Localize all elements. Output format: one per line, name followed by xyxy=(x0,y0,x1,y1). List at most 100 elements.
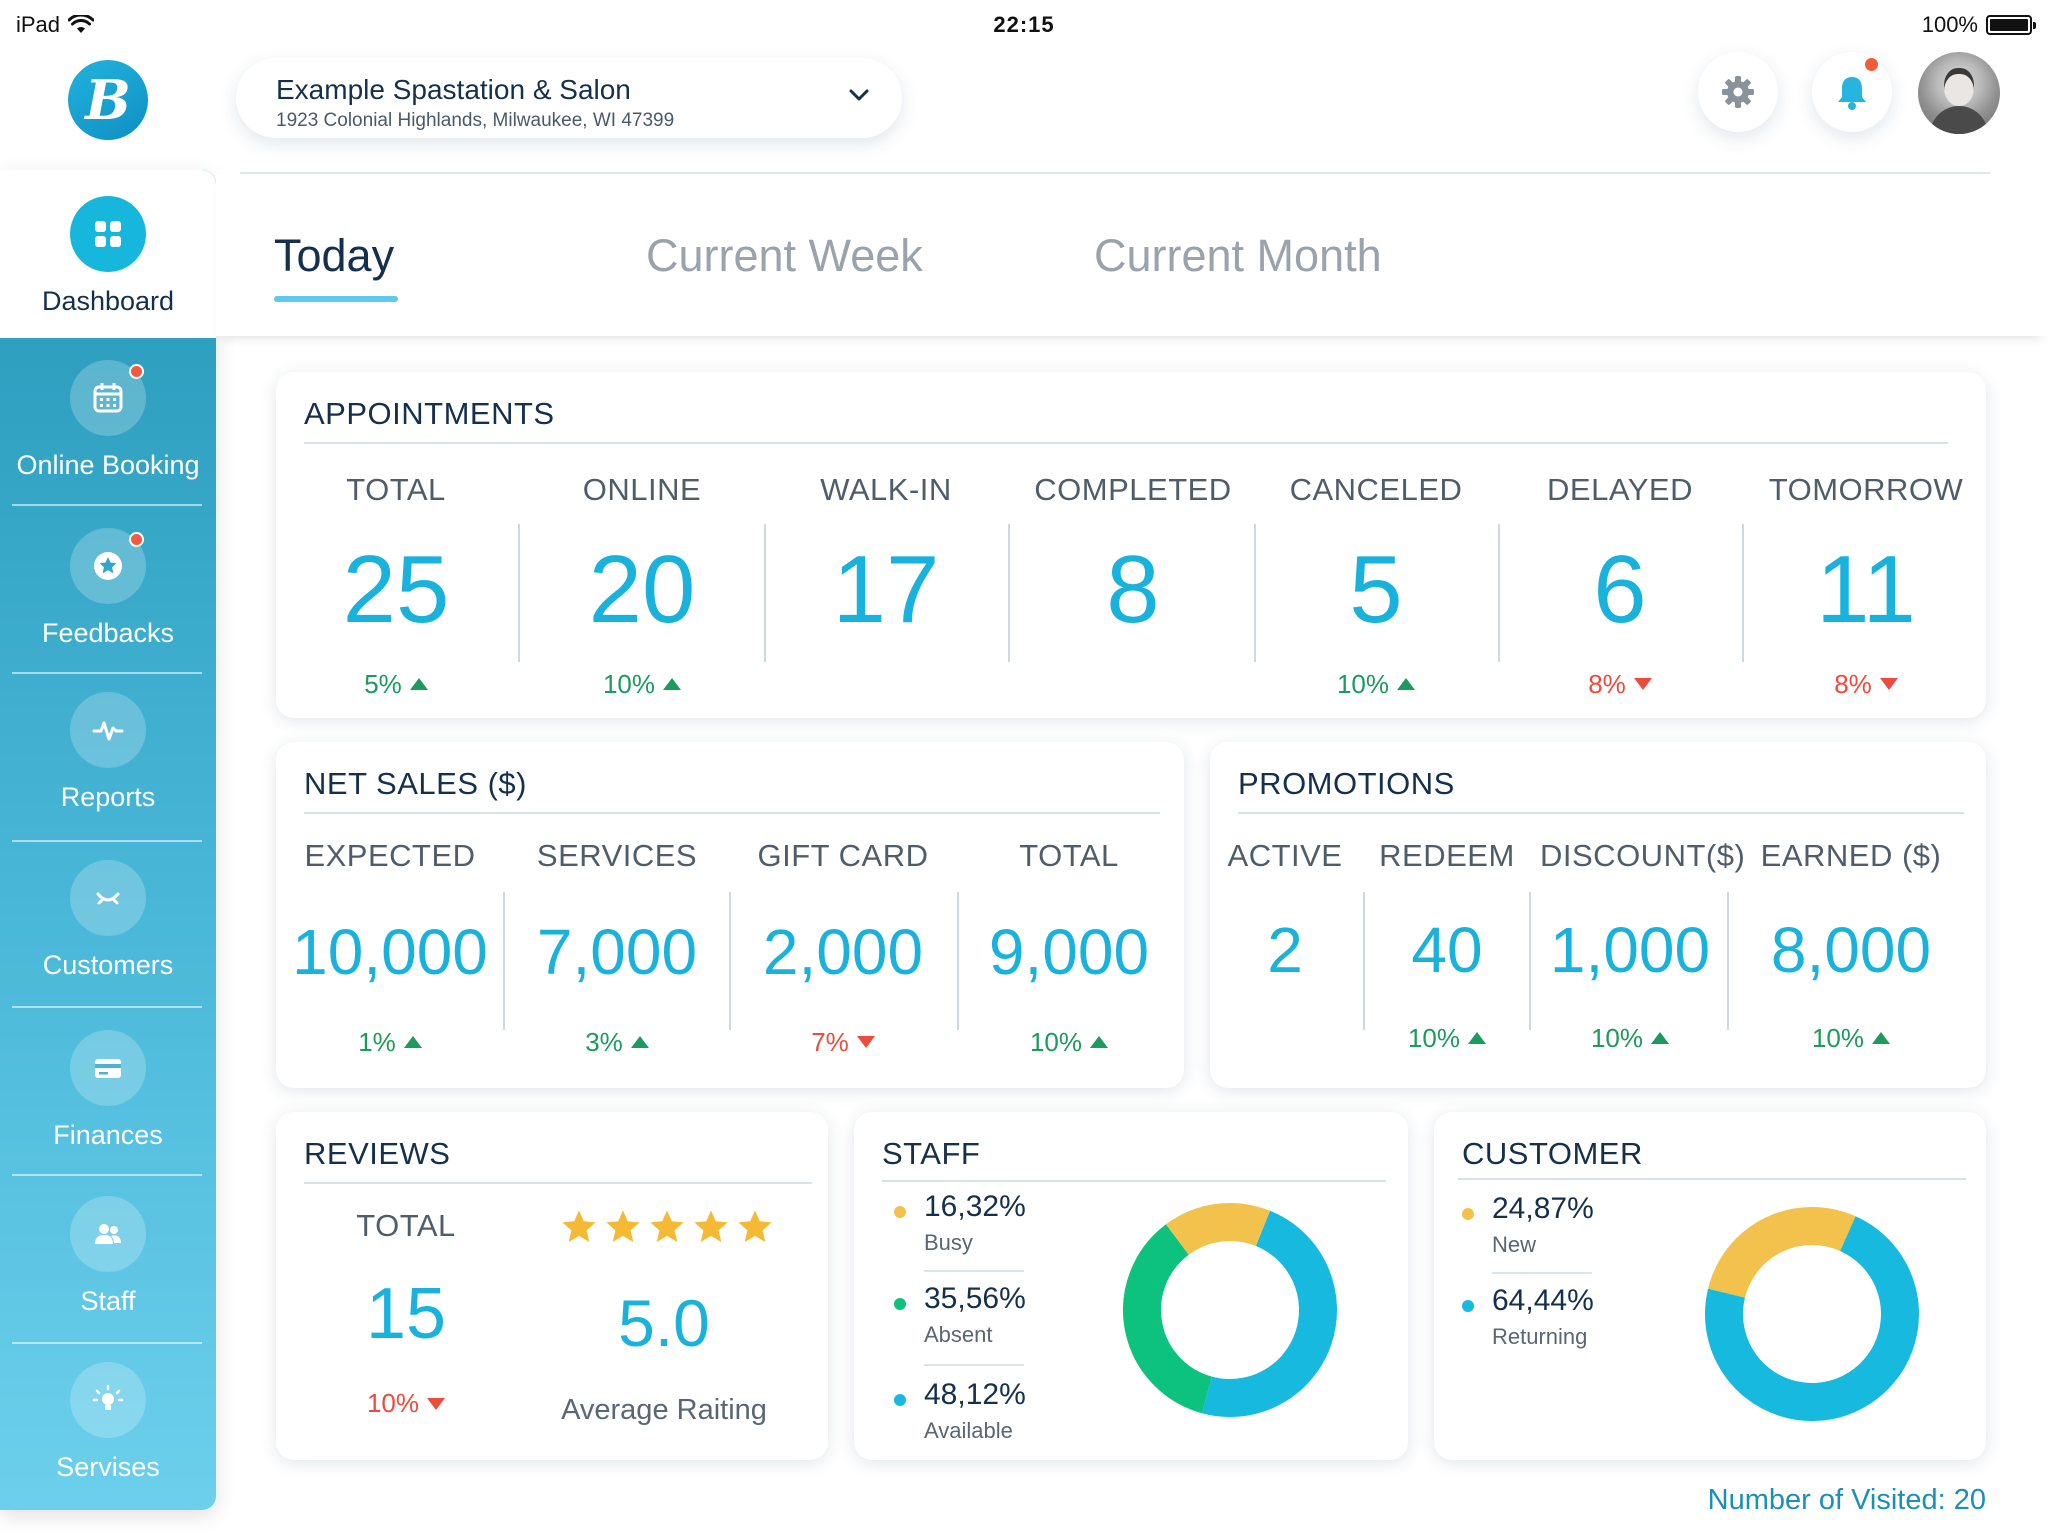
sidebar-item-customers[interactable]: Customers xyxy=(0,860,216,981)
people-icon xyxy=(70,1196,146,1272)
metric-canceled: CANCELED 5 10% xyxy=(1278,472,1474,700)
trend-up-icon xyxy=(403,1036,422,1048)
sidebar-item-label: Finances xyxy=(53,1120,163,1150)
metric-value: 11 xyxy=(1816,536,1916,643)
tab-active-indicator xyxy=(274,296,398,302)
trend-up-icon xyxy=(1468,1032,1487,1044)
legend-pct: 48,12% xyxy=(924,1378,1026,1411)
metric-value: 2 xyxy=(1267,914,1303,986)
metric-label: EARNED ($) xyxy=(1760,838,1942,873)
metric-active: ACTIVE 2 xyxy=(1220,838,1350,1059)
card-divider xyxy=(1238,812,1964,814)
change-value: 5% xyxy=(364,668,402,699)
rating-label: Average Raiting xyxy=(561,1394,767,1426)
sidebar-item-staff[interactable]: Staff xyxy=(0,1196,216,1317)
column-divider xyxy=(503,892,505,1030)
trend-up-icon xyxy=(1872,1032,1891,1044)
logo-letter: B xyxy=(85,68,131,132)
metric-label: SERVICES xyxy=(536,838,698,873)
metric-label: ONLINE xyxy=(582,472,702,507)
card-divider xyxy=(304,1182,812,1184)
battery-icon xyxy=(1986,15,2036,35)
metric-value: 20 xyxy=(588,536,696,643)
metric-value: 1,000 xyxy=(1549,914,1711,986)
status-bar: iPad 22:15 100% xyxy=(0,0,2048,48)
metric-value: 10,000 xyxy=(292,916,488,988)
legend-available: 48,12% Available xyxy=(924,1378,1026,1444)
change-value: 8% xyxy=(1588,668,1626,699)
sidebar-item-reports[interactable]: Reports xyxy=(0,692,216,813)
metric-change: 3% xyxy=(585,1026,649,1058)
bulb-icon xyxy=(70,1362,146,1438)
legend-dot xyxy=(1462,1300,1474,1312)
location-selector[interactable]: Example Spastation & Salon 1923 Colonial… xyxy=(236,58,902,138)
metric-change: 10% xyxy=(1591,1022,1670,1054)
app-logo[interactable]: B xyxy=(68,60,148,140)
legend-name: Returning xyxy=(1492,1324,1588,1349)
rating-value: 5.0 xyxy=(618,1286,710,1360)
reviews-rating: 5.0 Average Raiting xyxy=(534,1290,794,1427)
metric-change: 10% xyxy=(602,668,682,700)
gear-icon xyxy=(1722,76,1754,108)
change-value: 10% xyxy=(1336,668,1390,699)
metric-label: TOTAL xyxy=(346,472,446,507)
metric-label: COMPLETED xyxy=(1034,472,1232,507)
trend-down-icon xyxy=(856,1036,875,1048)
sidebar-item-finances[interactable]: Finances xyxy=(0,1030,216,1151)
trend-up-icon xyxy=(409,678,428,690)
notifications-button[interactable] xyxy=(1812,52,1892,132)
metric-value: 9,000 xyxy=(988,916,1150,988)
donut-slice-absent xyxy=(1123,1224,1213,1414)
avatar[interactable] xyxy=(1918,52,2000,134)
metric-change: 10% xyxy=(1029,1026,1109,1058)
legend-pct: 64,44% xyxy=(1492,1284,1594,1317)
metric-change: 1% xyxy=(358,1026,422,1058)
card-divider xyxy=(1458,1178,1966,1180)
sidebar-divider xyxy=(12,504,202,506)
staff-donut-chart xyxy=(1123,1203,1337,1417)
legend-name: Absent xyxy=(924,1322,993,1347)
metric-label: REDEEM xyxy=(1379,838,1515,873)
metric-total: TOTAL 25 5% xyxy=(296,472,496,700)
promotions-card: PROMOTIONS ACTIVE 2 REDEEM 40 10% DISCOUNT($)… xyxy=(1210,742,1986,1088)
sidebar-item-dashboard[interactable]: Dashboard xyxy=(0,196,216,317)
pulse-icon xyxy=(70,692,146,768)
customer-card: CUSTOMER 24,87% New 64,44% Returning xyxy=(1434,1112,1986,1460)
sidebar-item-feedbacks[interactable]: Feedbacks xyxy=(0,528,216,649)
period-tabs: Today Current Week Current Month xyxy=(216,174,2048,336)
visited-count: Number of Visited: 20 xyxy=(1707,1484,1986,1516)
metric-label: EXPECTED xyxy=(304,838,476,873)
change-value: 10% xyxy=(602,668,656,699)
metric-label: CANCELED xyxy=(1289,472,1463,507)
tab-current-month[interactable]: Current Month xyxy=(1094,230,1382,281)
legend-new: 24,87% New xyxy=(1492,1192,1594,1258)
column-divider xyxy=(764,524,766,662)
sidebar-item-label: Feedbacks xyxy=(41,618,175,648)
metric-value: 17 xyxy=(832,536,940,643)
card-divider xyxy=(882,1180,1386,1182)
dashboard-grid-icon xyxy=(70,196,146,272)
star-icon xyxy=(562,1210,596,1243)
sidebar-item-online-booking[interactable]: Online Booking xyxy=(0,360,216,481)
change-value: 10% xyxy=(1029,1026,1083,1057)
settings-button[interactable] xyxy=(1698,52,1778,132)
legend-divider xyxy=(1492,1272,1592,1274)
tab-current-week[interactable]: Current Week xyxy=(646,230,923,281)
reviews-total: TOTAL 15 10% xyxy=(316,1208,496,1419)
sidebar-item-label: Reports xyxy=(60,782,156,812)
metric-label: WALK-IN xyxy=(820,472,952,507)
legend-busy: 16,32% Busy xyxy=(924,1190,1026,1256)
column-divider xyxy=(1498,524,1500,662)
bell-icon xyxy=(1838,77,1866,110)
reviews-total-label: TOTAL xyxy=(356,1208,456,1243)
metric-change: 8% xyxy=(1834,668,1898,700)
column-divider xyxy=(1742,524,1744,662)
sidebar-item-services[interactable]: Servises xyxy=(0,1362,216,1483)
tab-today[interactable]: Today xyxy=(274,230,395,281)
trend-up-icon xyxy=(663,678,682,690)
metric-label: DISCOUNT($) xyxy=(1540,838,1746,873)
feedback-badge xyxy=(129,532,144,547)
legend-divider xyxy=(924,1364,1024,1366)
star-icon xyxy=(738,1210,772,1243)
legend-pct: 35,56% xyxy=(924,1282,1026,1315)
